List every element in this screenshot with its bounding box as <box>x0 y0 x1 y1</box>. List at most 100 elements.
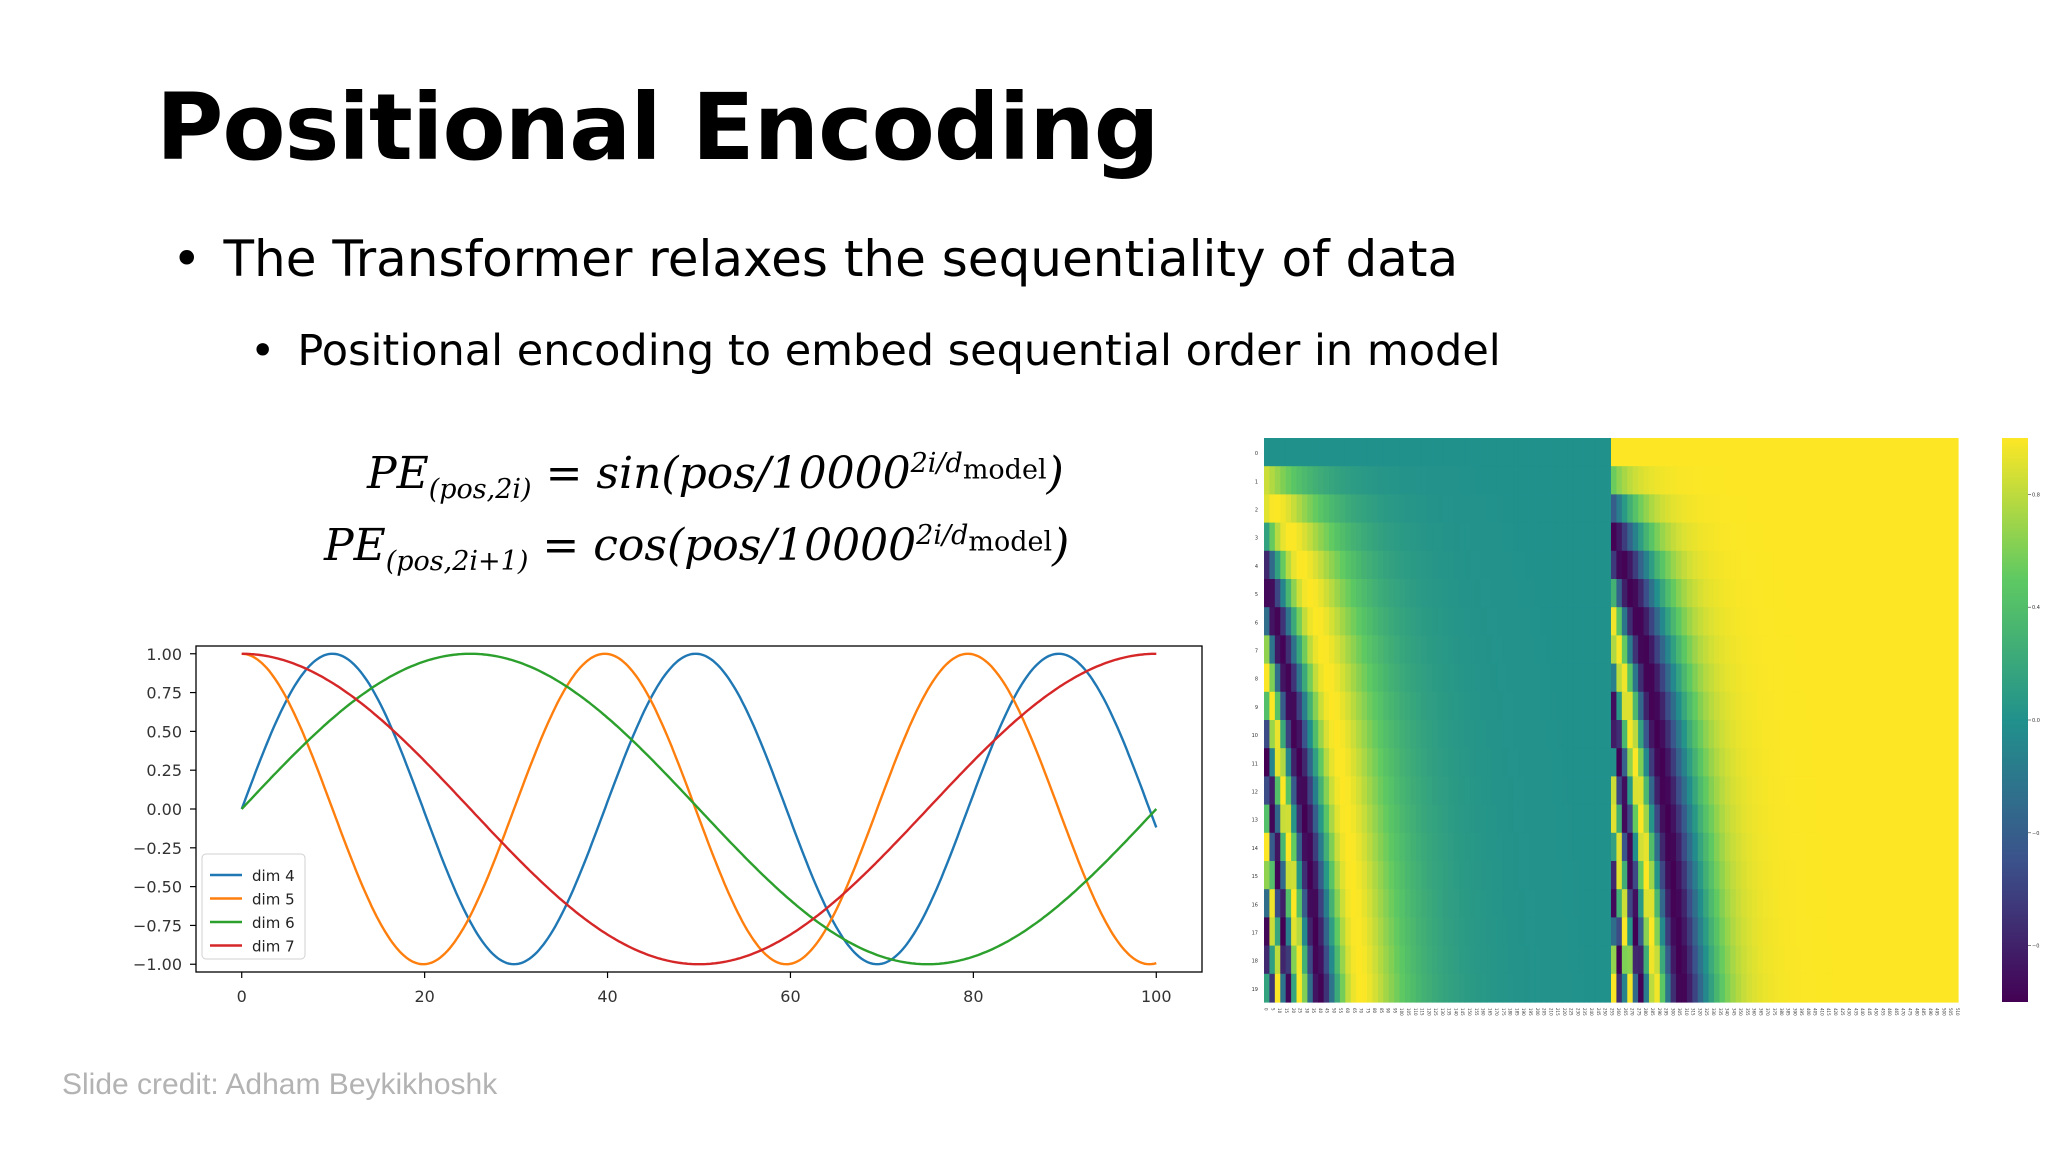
heatmap-cell <box>1665 973 1672 1003</box>
heatmap-cell <box>1535 889 1542 918</box>
heatmap-cell <box>1567 691 1574 721</box>
heatmap-cell <box>1529 748 1536 777</box>
heatmap-cell <box>1372 635 1379 665</box>
heatmap-cell <box>1356 804 1363 834</box>
heatmap-cell <box>1415 917 1422 947</box>
heatmap-cell <box>1285 861 1292 890</box>
heatmap-col-label: 415 <box>1826 1008 1831 1016</box>
heatmap-cell <box>1475 889 1482 918</box>
heatmap-cell <box>1947 973 1954 1003</box>
heatmap-cell <box>1535 607 1542 636</box>
heatmap-cell <box>1936 832 1943 862</box>
heatmap-col-label: 180 <box>1508 1008 1513 1016</box>
heatmap-cell <box>1665 748 1672 777</box>
heatmap-cell <box>1681 607 1688 636</box>
heatmap-col-label: 115 <box>1420 1008 1425 1016</box>
heatmap-cell <box>1464 917 1471 947</box>
heatmap-cell <box>1470 748 1477 777</box>
heatmap-cell <box>1350 945 1357 975</box>
heatmap-cell <box>1367 522 1374 552</box>
heatmap-cell <box>1361 889 1368 918</box>
heatmap-cell <box>1470 776 1477 806</box>
heatmap-cell <box>1703 917 1710 947</box>
heatmap-cell <box>1318 438 1325 467</box>
heatmap-cell <box>1947 720 1954 749</box>
heatmap-cell <box>1372 607 1379 636</box>
heatmap-cell <box>1692 889 1699 918</box>
heatmap-cell <box>1491 522 1498 552</box>
heatmap-cell <box>1470 945 1477 975</box>
heatmap-cell <box>1827 550 1834 580</box>
heatmap-cell <box>1551 804 1558 834</box>
heatmap-cell <box>1822 720 1829 749</box>
heatmap-col-label: 240 <box>1589 1008 1594 1016</box>
heatmap-cell <box>1600 522 1607 552</box>
heatmap-cell <box>1459 973 1466 1003</box>
heatmap-cell <box>1616 494 1623 524</box>
heatmap-cell <box>1480 861 1487 890</box>
heatmap-cell <box>1822 522 1829 552</box>
heatmap-cell <box>1632 579 1639 608</box>
heatmap-cell <box>1860 832 1867 862</box>
heatmap-cell <box>1415 607 1422 636</box>
heatmap-cell <box>1491 832 1498 862</box>
heatmap-cell <box>1936 861 1943 890</box>
heatmap-cell <box>1529 889 1536 918</box>
heatmap-cell <box>1762 466 1769 495</box>
heatmap-cell <box>1827 804 1834 834</box>
heatmap-cell <box>1480 438 1487 467</box>
heatmap-cell <box>1524 522 1531 552</box>
heatmap-cell <box>1746 579 1753 608</box>
heatmap-cell <box>1779 550 1786 580</box>
heatmap-cell <box>1372 776 1379 806</box>
heatmap-col-label: 105 <box>1406 1008 1411 1016</box>
heatmap-cell <box>1307 917 1314 947</box>
heatmap-cell <box>1621 607 1628 636</box>
heatmap-cell <box>1887 579 1894 608</box>
heatmap-cell <box>1746 663 1753 693</box>
heatmap-cell <box>1930 494 1937 524</box>
heatmap-cell <box>1540 691 1547 721</box>
heatmap-cell <box>1399 579 1406 608</box>
heatmap-cell <box>1643 691 1650 721</box>
heatmap-cell <box>1708 579 1715 608</box>
heatmap-cell <box>1367 973 1374 1003</box>
heatmap-cell <box>1350 748 1357 777</box>
heatmap-cell <box>1659 776 1666 806</box>
heatmap-cell <box>1903 720 1910 749</box>
heatmap-cell <box>1556 635 1563 665</box>
heatmap-cell <box>1714 832 1721 862</box>
heatmap-cell <box>1350 832 1357 862</box>
heatmap-cell <box>1925 579 1932 608</box>
heatmap-cell <box>1453 945 1460 975</box>
heatmap-cell <box>1616 691 1623 721</box>
heatmap-cell <box>1632 917 1639 947</box>
heatmap-cell <box>1464 804 1471 834</box>
heatmap-cell <box>1339 917 1346 947</box>
heatmap-cell <box>1551 494 1558 524</box>
heatmap-cell <box>1507 917 1514 947</box>
heatmap-cell <box>1697 832 1704 862</box>
heatmap-cell <box>1773 494 1780 524</box>
heatmap-cell <box>1686 889 1693 918</box>
heatmap-cell <box>1280 522 1287 552</box>
heatmap-cell <box>1670 438 1677 467</box>
heatmap-cell <box>1768 466 1775 495</box>
heatmap-cell <box>1887 720 1894 749</box>
heatmap-cell <box>1865 607 1872 636</box>
heatmap-cell <box>1497 438 1504 467</box>
heatmap-cell <box>1627 550 1634 580</box>
heatmap-cell <box>1556 579 1563 608</box>
heatmap-cell <box>1822 550 1829 580</box>
heatmap-cell <box>1882 832 1889 862</box>
heatmap-cell <box>1665 804 1672 834</box>
heatmap-cell <box>1334 635 1341 665</box>
heatmap-cell <box>1844 720 1851 749</box>
heatmap-cell <box>1345 832 1352 862</box>
heatmap-cell <box>1578 466 1585 495</box>
heatmap-cell <box>1838 804 1845 834</box>
heatmap-cell <box>1459 804 1466 834</box>
heatmap-cell <box>1448 466 1455 495</box>
heatmap-cell <box>1513 579 1520 608</box>
heatmap-cell <box>1681 522 1688 552</box>
